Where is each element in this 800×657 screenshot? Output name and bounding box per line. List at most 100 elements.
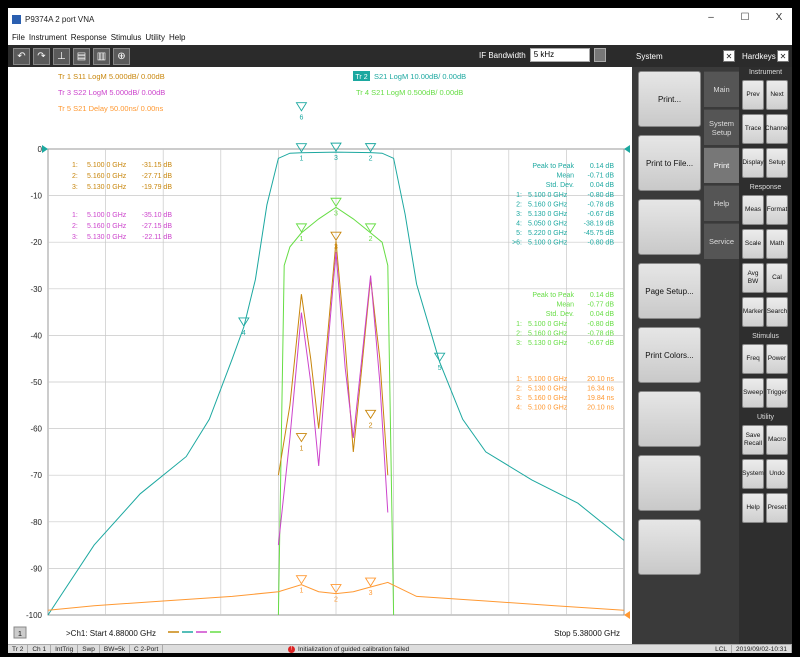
hardkey-prev[interactable]: Prev (742, 80, 764, 110)
hardkey-math[interactable]: Math (766, 229, 788, 259)
markers-tr4-val: -0.78 dB (588, 331, 615, 338)
if-bandwidth-input[interactable]: 5 kHz (529, 48, 590, 62)
menu-utility[interactable]: Utility (145, 32, 165, 42)
system-panel: System ✕ Print... Print to File... Page Se… (632, 45, 739, 644)
hardkey-preset[interactable]: Preset (766, 493, 788, 523)
system-button-empty[interactable] (638, 519, 701, 575)
marker-table-left-num: 3: (72, 184, 78, 191)
markers-tr2-freq: 5.050 0 GHz (528, 221, 568, 228)
if-bandwidth-label: IF Bandwidth (479, 50, 526, 60)
markers-tr5-freq: 5.100 0 GHz (528, 376, 568, 383)
hardkey-save-recall[interactable]: Save Recall (742, 425, 764, 455)
marker-table-left-freq: 5.100 0 GHz (87, 212, 127, 219)
stats-tr4-label: Mean (556, 302, 574, 309)
hardkey-trigger[interactable]: Trigger (766, 378, 788, 408)
markers-tr2-num: 3: (516, 211, 522, 218)
hardkeys-title: Hardkeys (742, 51, 776, 61)
marker-icon[interactable]: ⊥ (53, 47, 70, 65)
stats-tr4-val: 0.04 dB (590, 311, 614, 318)
close-icon[interactable]: ✕ (723, 50, 735, 62)
marker-tr4-1 (295, 223, 308, 233)
hardkey-format[interactable]: Format (766, 195, 788, 225)
redo-icon[interactable]: ↷ (33, 47, 50, 65)
status-cell: BW=5k (100, 644, 131, 653)
hardkey-macro[interactable]: Macro (766, 425, 788, 455)
hardkey-power[interactable]: Power (766, 344, 788, 374)
hardkey-cal[interactable]: Cal (766, 263, 788, 293)
markers-tr4-val: -0.67 dB (588, 340, 615, 347)
marker-table-left-freq: 5.160 0 GHz (87, 173, 127, 180)
hardkey-marker[interactable]: Marker (742, 297, 764, 327)
hardkey-undo[interactable]: Undo (766, 459, 788, 489)
system-button-page-setup[interactable]: Page Setup... (638, 263, 701, 319)
tab-help[interactable]: Help (704, 185, 739, 221)
trace-header-tr2-badge (353, 71, 370, 81)
hardkey-avg-bw[interactable]: Avg BW (742, 263, 764, 293)
maximize-button[interactable]: ☐ (740, 12, 750, 23)
zoom-icon[interactable]: ⊕ (113, 47, 130, 65)
y-tick-label: -80 (30, 518, 42, 527)
measurement-chart[interactable]: 0 -10 -20 -30 -40 -50 -60 -70 -80 -90 -100 1 3 2 4 5 6 3 1… (8, 67, 632, 644)
title-bar: P9374A 2 port VNA – ☐ X (8, 8, 792, 30)
tab-service[interactable]: Service (704, 223, 739, 259)
hardkey-scale[interactable]: Scale (742, 229, 764, 259)
x-stop-label: Stop 5.38000 GHz (554, 629, 620, 638)
marker-table-left-val: -22.11 dB (142, 234, 172, 241)
markers-tr2-val: -0.80 dB (588, 192, 615, 199)
status-cell: Ch 1 (28, 644, 52, 653)
vna-window: P9374A 2 port VNA – ☐ X File Instrument … (8, 8, 792, 653)
minimize-button[interactable]: – (708, 12, 714, 23)
status-message: ! Initialization of guided calibration f… (288, 645, 409, 653)
status-cell: C 2-Port (130, 644, 164, 653)
hardkey-channel[interactable]: Channel (765, 114, 789, 144)
trash-icon[interactable]: ▥ (93, 47, 110, 65)
marker-table-left-val: -31.15 dB (142, 162, 173, 169)
y-tick-label: -50 (30, 378, 42, 387)
system-button-print-colors[interactable]: Print Colors... (638, 327, 701, 383)
stats-tr4-label: Std. Dev. (546, 311, 574, 318)
tab-print[interactable]: Print (704, 147, 739, 183)
save-icon[interactable]: ▤ (73, 47, 90, 65)
hardkey-freq[interactable]: Freq (742, 344, 764, 374)
hardkey-sweep[interactable]: Sweep (742, 378, 764, 408)
system-button-empty[interactable] (638, 199, 701, 255)
keypad-icon[interactable] (593, 48, 606, 62)
hardkey-search[interactable]: Search (766, 297, 788, 327)
marker-table-left-val: -19.79 dB (142, 184, 173, 191)
system-button-empty[interactable] (638, 455, 701, 511)
menu-stimulus[interactable]: Stimulus (110, 32, 142, 42)
undo-icon[interactable]: ↶ (13, 47, 30, 65)
system-button-print-to-file[interactable]: Print to File... (638, 135, 701, 191)
marker-tr2-1-label: 1 (299, 156, 303, 163)
markers-tr5-freq: 5.130 0 GHz (528, 386, 568, 393)
hardkey-meas[interactable]: Meas (742, 195, 764, 225)
hardkey-next[interactable]: Next (766, 80, 788, 110)
hardkey-system[interactable]: System (742, 459, 764, 489)
marker-tr4-1-label: 1 (299, 236, 303, 243)
marker-table-left-val: -27.71 dB (142, 173, 173, 180)
markers-tr4-num: 1: (516, 321, 522, 328)
markers-tr2-val: -0.67 dB (588, 211, 615, 218)
markers-tr5-freq: 5.100 0 GHz (528, 405, 568, 412)
markers-tr2-freq: 5.100 0 GHz (528, 192, 568, 199)
chart-svg: 0 -10 -20 -30 -40 -50 -60 -70 -80 -90 -100 1 3 2 4 5 6 3 1… (13, 71, 630, 639)
tab-system-setup[interactable]: System Setup (704, 109, 739, 145)
menu-response[interactable]: Response (70, 32, 107, 42)
close-icon[interactable]: ✕ (777, 50, 789, 62)
hardkey-help[interactable]: Help (742, 493, 764, 523)
hardkey-display[interactable]: Display (742, 148, 764, 178)
hardkeys-section-utility: Utility (756, 414, 775, 421)
system-button-empty[interactable] (638, 391, 701, 447)
hardkey-setup[interactable]: Setup (766, 148, 788, 178)
marker-tr5-1-label: 1 (299, 588, 303, 595)
stats-tr2-val: 0.14 dB (590, 163, 614, 170)
menu-instrument[interactable]: Instrument (28, 32, 67, 42)
hardkey-trace[interactable]: Trace (742, 114, 764, 144)
menu-help[interactable]: Help (168, 32, 186, 42)
menu-file[interactable]: File (12, 32, 25, 42)
close-button[interactable]: X (775, 12, 783, 23)
tab-main[interactable]: Main (704, 71, 739, 107)
markers-tr5-num: 1: (516, 376, 522, 383)
system-button-print[interactable]: Print... (638, 71, 701, 127)
hardkeys-section-stimulus: Stimulus (752, 333, 779, 340)
